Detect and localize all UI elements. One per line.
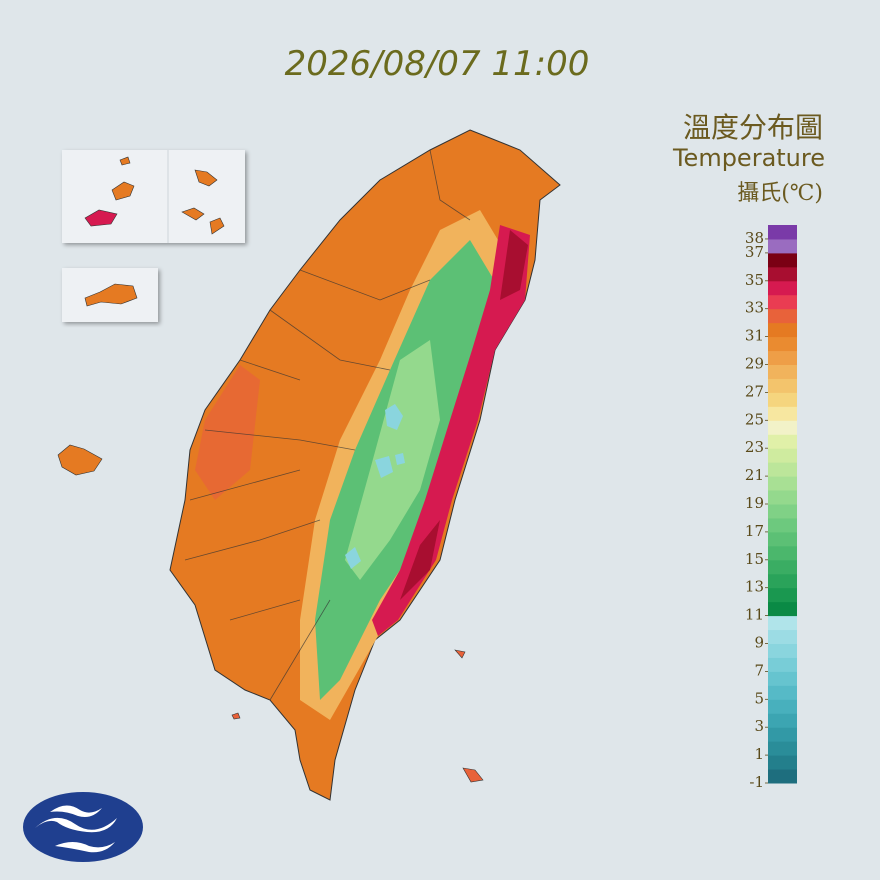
legend-band (768, 573, 797, 589)
taiwan-map (169, 129, 561, 801)
legend-tick-label: 27 (745, 382, 764, 400)
legend-tick-label: 15 (745, 550, 764, 568)
legend-band (768, 238, 797, 254)
legend-band (768, 504, 797, 519)
legend-band (768, 434, 797, 449)
legend-band (768, 294, 797, 310)
legend-band (768, 462, 797, 477)
legend-tick-label: 17 (745, 522, 764, 540)
legend-band (768, 308, 797, 324)
logo (23, 792, 143, 862)
legend-tick-label: 33 (745, 299, 764, 317)
legend-tick-label: 3 (754, 717, 764, 735)
legend-band (768, 420, 797, 435)
inset-maps (57, 150, 484, 783)
legend-tick-label: 7 (754, 661, 764, 679)
legend-band (768, 322, 797, 338)
legend-band (768, 713, 797, 728)
legend-band (768, 643, 797, 658)
legend-tick-label: -1 (749, 773, 764, 791)
legend-band (768, 490, 797, 505)
legend-tick-label: 25 (745, 410, 764, 428)
legend-tick-label: 38 (745, 229, 764, 247)
legend-band (768, 699, 797, 714)
legend-band (768, 685, 797, 700)
legend-tick-label: 5 (754, 689, 764, 707)
legend-band (768, 364, 797, 379)
legend-band (768, 266, 797, 282)
legend-band (768, 392, 797, 407)
legend-band (768, 559, 797, 575)
legend-band (768, 615, 797, 631)
legend-band (768, 769, 797, 784)
legend-tick-label: 21 (745, 466, 764, 484)
legend-band (768, 545, 797, 561)
legend-tick-label: 35 (745, 271, 764, 289)
legend-band (768, 350, 797, 365)
legend-band (768, 252, 797, 268)
legend-tick-label: 1 (754, 745, 764, 763)
legend-band (768, 336, 797, 352)
legend-band (768, 741, 797, 756)
legend-title: 溫度分布圖 (683, 111, 823, 144)
legend-band (768, 727, 797, 742)
legend-tick-label: 29 (745, 355, 764, 373)
legend-band (768, 406, 797, 421)
legend-band (768, 476, 797, 491)
legend-band (768, 601, 797, 617)
legend-tick-label: 31 (745, 327, 764, 345)
legend-band (768, 378, 797, 393)
legend-tick-label: 13 (745, 578, 764, 596)
legend-subtitle: Temperature (672, 144, 825, 172)
legend-band (768, 629, 797, 644)
legend-band (768, 280, 797, 296)
legend-band (768, 657, 797, 672)
legend-tick-label: 9 (754, 634, 764, 652)
legend-band (768, 225, 797, 240)
legend-tick-label: 11 (745, 606, 764, 624)
timestamp: 2026/08/07 11:00 (285, 44, 590, 84)
legend-tick-label: 37 (745, 243, 764, 261)
legend-band (768, 517, 797, 533)
legend-band (768, 587, 797, 603)
legend-tick-label: 23 (745, 438, 764, 456)
legend-band (768, 531, 797, 547)
legend-band (768, 448, 797, 463)
legend-band (768, 671, 797, 686)
legend-tick-label: 19 (745, 494, 764, 512)
legend-unit: 攝氏(℃) (737, 181, 823, 206)
legend-band (768, 755, 797, 770)
